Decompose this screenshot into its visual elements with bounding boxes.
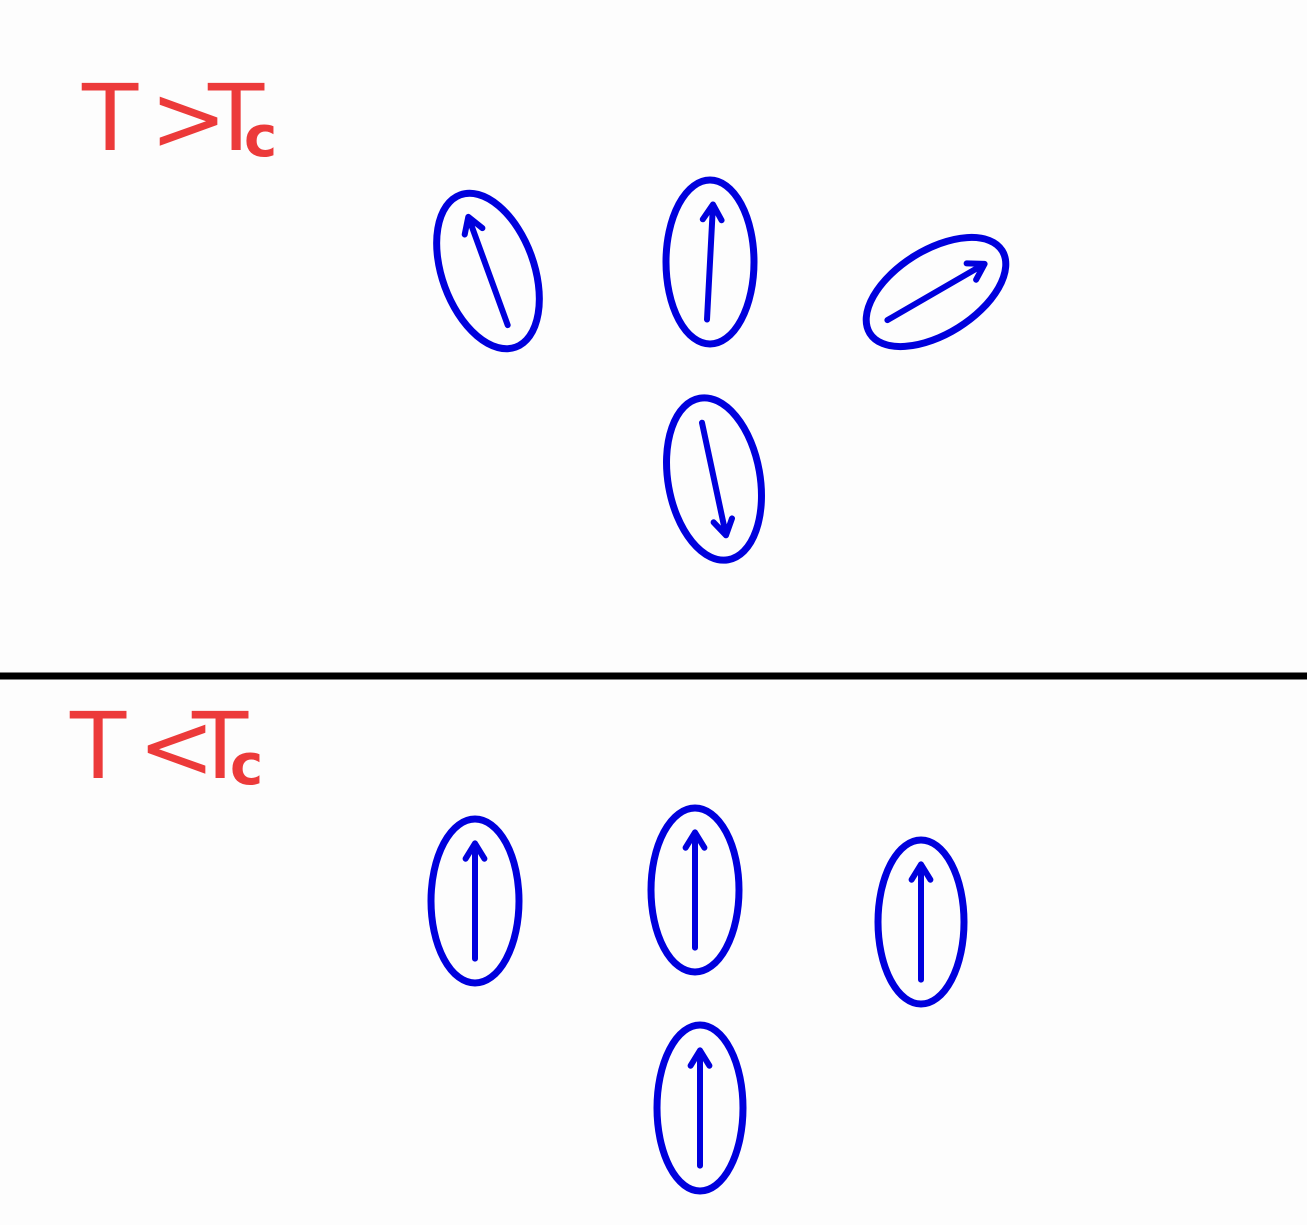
label-relation: < (138, 693, 215, 800)
spin-1 (433, 189, 543, 353)
spin-arrow-icon (699, 419, 735, 539)
label-t: T (81, 65, 139, 172)
spin-arrow-icon (908, 861, 934, 983)
spin-loop (663, 394, 765, 564)
spin-2 (647, 804, 743, 976)
spin-arrow-icon (884, 260, 988, 324)
spin-loop (662, 176, 758, 348)
spin-loop (653, 1021, 747, 1195)
spin-arrow-icon (699, 201, 725, 323)
label-high-temperature: T > T c (81, 65, 277, 172)
label-relation: > (150, 65, 227, 172)
spin-loop (433, 189, 543, 353)
label-t: T (69, 693, 127, 800)
spin-arrow-icon (462, 840, 488, 962)
spin-4 (653, 1021, 747, 1195)
spin-arrow-icon (461, 213, 511, 329)
spin-2 (662, 176, 758, 348)
spin-arrow-icon (682, 829, 708, 951)
spins-low-temperature (427, 804, 968, 1195)
spin-4 (663, 394, 765, 564)
spin-loop (647, 804, 743, 976)
spin-3 (874, 836, 968, 1008)
spin-3 (862, 233, 1010, 351)
label-subscript: c (244, 105, 277, 170)
label-t-ref: T (191, 693, 249, 800)
label-subscript: c (230, 733, 263, 798)
spin-loop (862, 233, 1010, 351)
spin-loop (427, 815, 523, 987)
spin-loop (874, 836, 968, 1008)
spins-high-temperature (433, 176, 1010, 564)
spin-arrow-icon (687, 1047, 713, 1169)
label-t-ref: T (207, 65, 265, 172)
spin-1 (427, 815, 523, 987)
label-low-temperature: T < T c (69, 693, 263, 800)
